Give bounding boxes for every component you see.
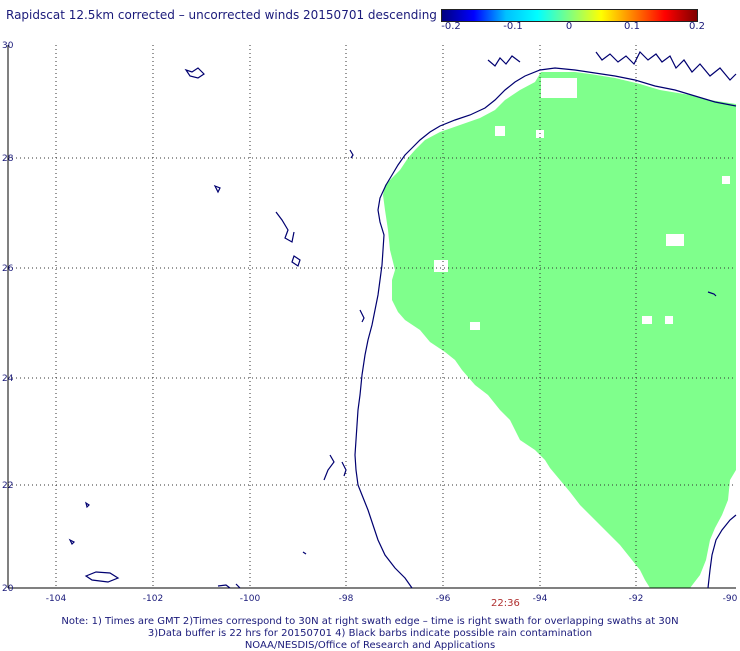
swath-time-label: 22:36 [491,598,520,609]
graticule [8,45,736,588]
lon-label: -100 [240,594,261,604]
lon-label: -102 [143,594,163,604]
map-title: Rapidscat 12.5km corrected – uncorrected… [6,8,437,22]
plot-frame [7,45,736,589]
colorbar [441,9,698,22]
colorbar-label-2: -0.1 [503,21,523,32]
coastline [68,50,737,589]
lat-label: 22 [2,481,13,491]
lon-label: -94 [533,594,548,604]
lon-label: -104 [46,594,67,604]
lon-label: -98 [339,594,354,604]
lat-label: 24 [2,374,14,384]
lat-label: 26 [2,264,14,274]
colorbar-label-5: 0.2 [689,21,705,32]
lat-label: 20 [2,584,14,594]
longitude-labels: -104 -102 -100 -98 -96 -94 -92 -90 [46,594,738,604]
latitude-labels: 30 28 26 24 22 20 [2,41,14,594]
colorbar-label-3: 0 [565,21,573,32]
colorbar-label-4: 0.1 [624,21,640,32]
note-line-1: Note: 1) Times are GMT 2)Times correspon… [61,616,679,627]
wind-swath [383,72,736,588]
lon-label: -92 [629,594,644,604]
lon-label: -90 [723,594,738,604]
lat-label: 30 [2,41,14,51]
colorbar-label-1: -0.2 [441,21,461,32]
lat-label: 28 [2,154,14,164]
note-line-2: 3)Data buffer is 22 hrs for 20150701 4) … [147,628,593,639]
lon-label: -96 [436,594,451,604]
note-line-3: NOAA/NESDIS/Office of Research and Appli… [244,640,496,651]
